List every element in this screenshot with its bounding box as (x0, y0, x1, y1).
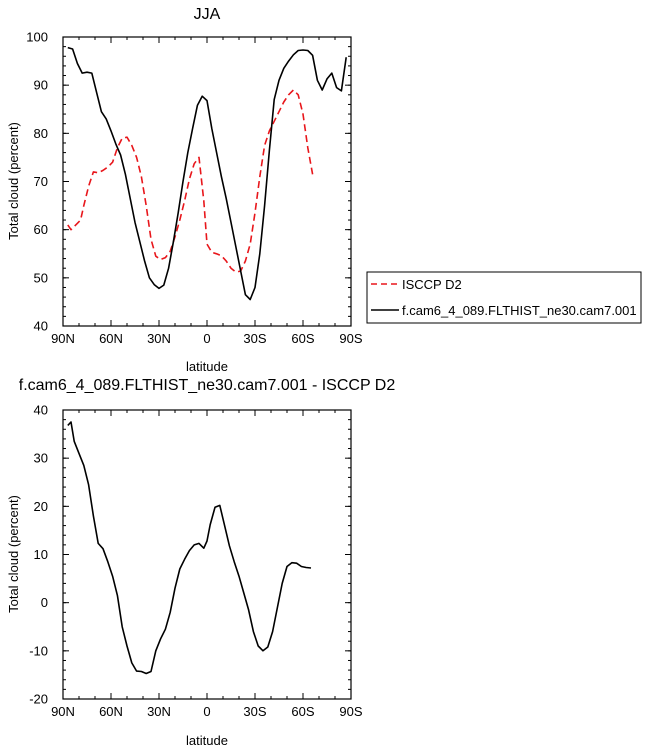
chart-top-marks: 90N 60N 30N 0 30S 60S 90S 40 50 60 70 80 90 100 (26, 30, 363, 347)
x-tick-label: 30S (243, 331, 266, 346)
chart-bottom-frame (62, 409, 352, 700)
x-tick-label: 30N (147, 704, 171, 719)
chart-bottom: f.cam6_4_089.FLTHIST_ne30.cam7.001 - ISC… (6, 377, 395, 748)
y-tick-label: 40 (34, 319, 48, 334)
chart-bottom-title: f.cam6_4_089.FLTHIST_ne30.cam7.001 - ISC… (19, 377, 396, 394)
x-tick-label: 90S (339, 704, 362, 719)
x-tick-label: 60N (99, 704, 123, 719)
x-tick-label: 60N (99, 331, 123, 346)
y-tick-label: 60 (34, 222, 48, 237)
y-tick-label: 40 (34, 403, 48, 418)
y-tick-label: -10 (29, 643, 48, 658)
chart-top-legend: ISCCP D2 f.cam6_4_089.FLTHIST_ne30.cam7.… (366, 271, 642, 324)
y-tick-label: 30 (34, 451, 48, 466)
chart-bottom-ylabel: Total cloud (percent) (6, 495, 21, 613)
x-tick-label: 90N (51, 704, 75, 719)
chart-top-title: JJA (194, 6, 221, 23)
y-tick-label: 0 (41, 595, 48, 610)
y-tick-label: 70 (34, 174, 48, 189)
series-line-1 (67, 46, 347, 301)
legend-label-isccp: ISCCP D2 (402, 277, 462, 292)
y-tick-label: 20 (34, 499, 48, 514)
legend-box (366, 271, 642, 324)
x-tick-label: 30S (243, 704, 266, 719)
y-tick-label: 10 (34, 547, 48, 562)
x-tick-label: 90N (51, 331, 75, 346)
x-tick-label: 30N (147, 331, 171, 346)
chart-bottom-marks: 90N 60N 30N 0 30S 60S 90S -20 -10 0 10 20 30 40 (29, 403, 363, 720)
x-tick-label: 60S (291, 704, 314, 719)
y-tick-label: -20 (29, 692, 48, 707)
y-tick-label: 90 (34, 78, 48, 93)
x-tick-label: 0 (203, 704, 210, 719)
chart-bottom-xlabel: latitude (186, 733, 228, 748)
chart-top: JJA Total cloud (percent) latitude 90N 60… (6, 6, 363, 374)
y-tick-label: 80 (34, 126, 48, 141)
x-tick-label: 60S (291, 331, 314, 346)
y-tick-label: 100 (26, 30, 48, 45)
x-tick-label: 0 (203, 331, 210, 346)
x-tick-label: 90S (339, 331, 362, 346)
chart-top-frame (62, 36, 352, 327)
y-tick-label: 50 (34, 270, 48, 285)
legend-label-model: f.cam6_4_089.FLTHIST_ne30.cam7.001 (402, 303, 637, 318)
chart-top-xlabel: latitude (186, 359, 228, 374)
chart-top-ylabel: Total cloud (percent) (6, 122, 21, 240)
series-line-0 (67, 421, 312, 675)
